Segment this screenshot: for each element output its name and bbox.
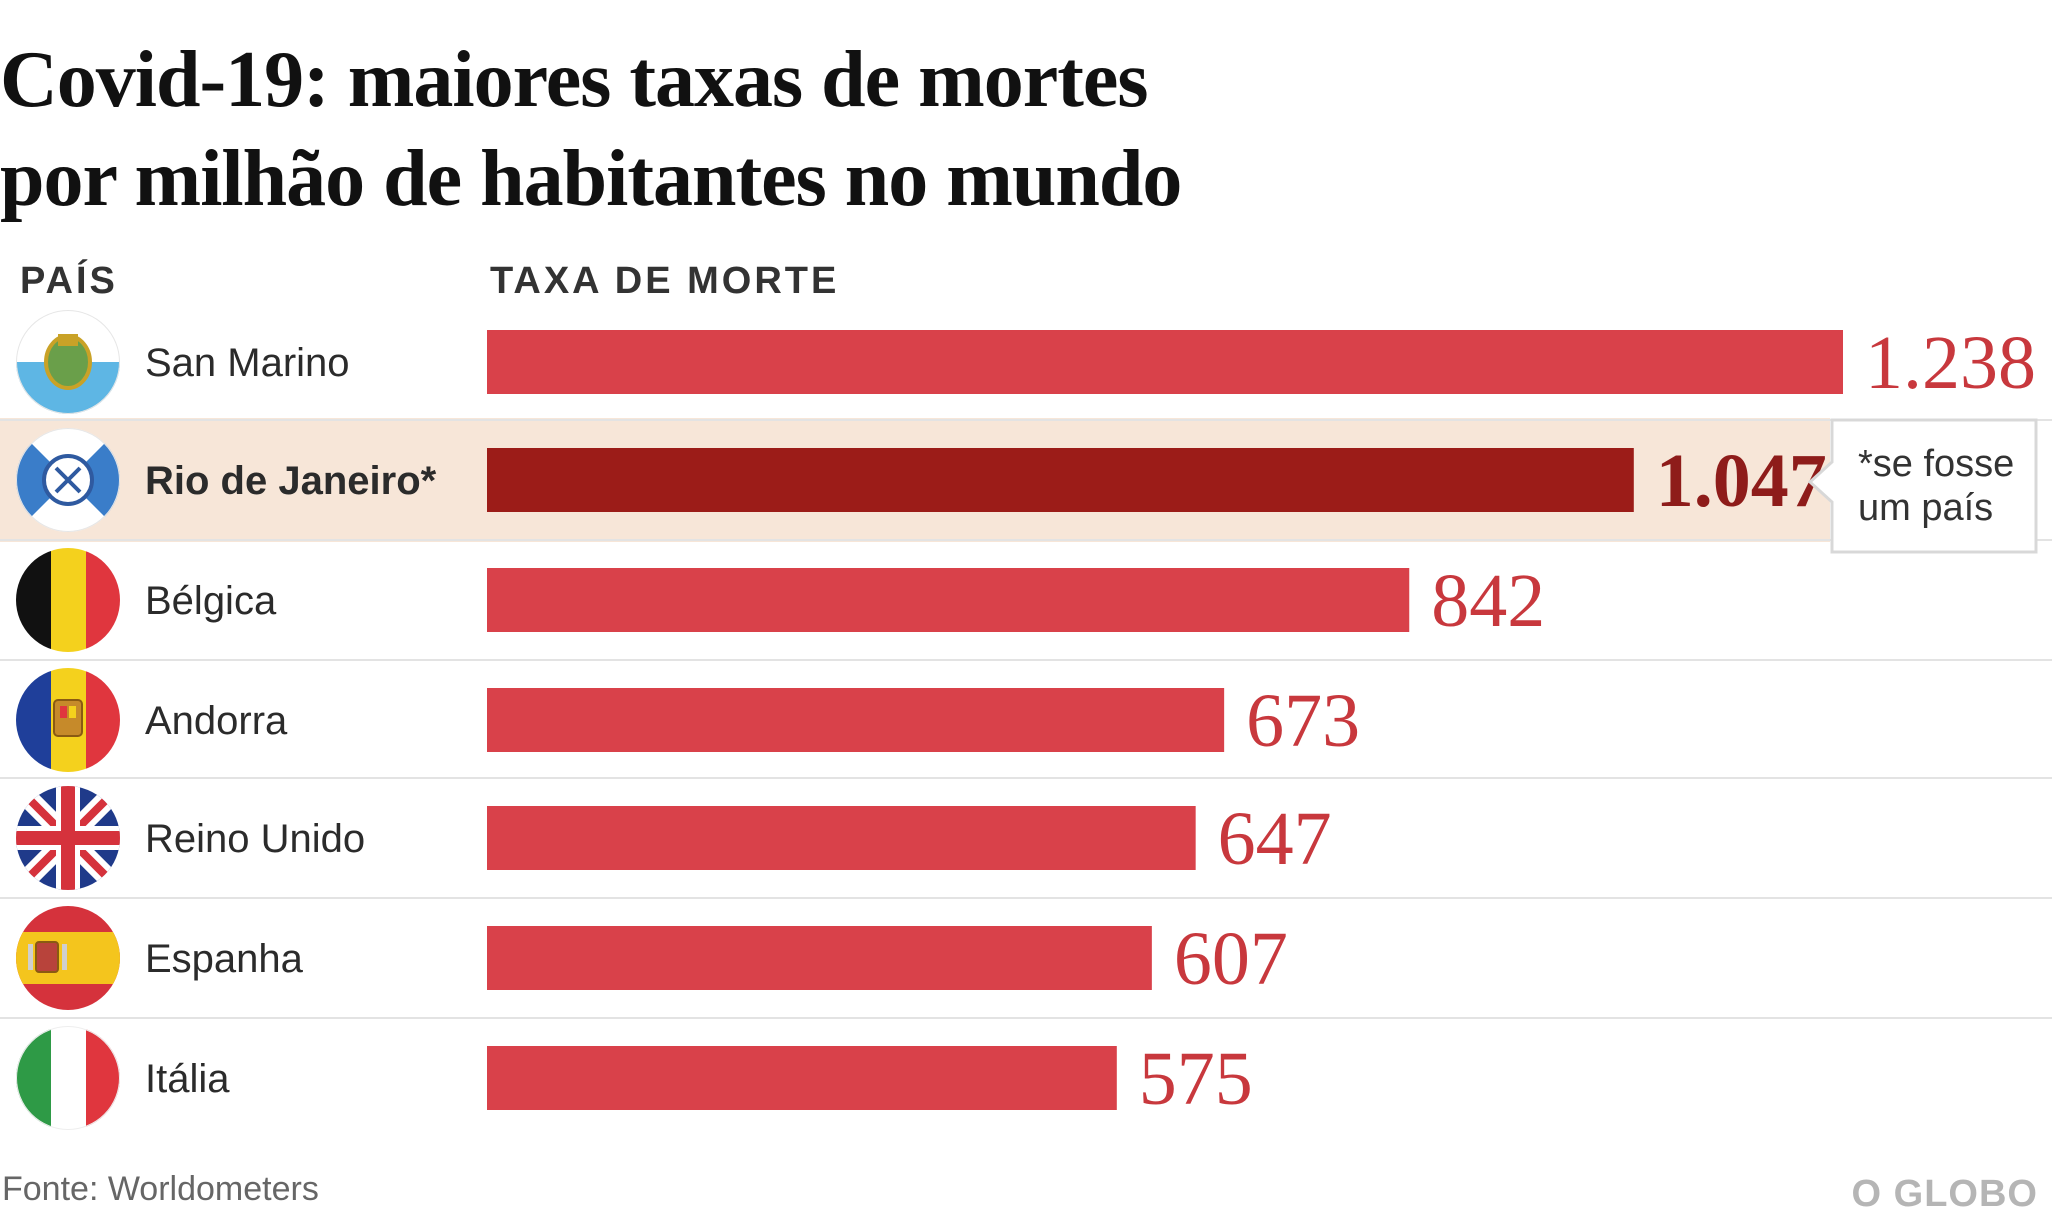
value-label: 647 bbox=[1218, 797, 1332, 881]
annotation-callout: *se fosse um país bbox=[1807, 418, 2038, 554]
country-label: Reino Unido bbox=[145, 817, 365, 861]
bar bbox=[487, 330, 1843, 394]
san-marino-flag-icon bbox=[16, 310, 120, 414]
country-label: Espanha bbox=[145, 937, 304, 981]
italy-flag-icon bbox=[16, 1026, 120, 1130]
country-label: Bélgica bbox=[145, 579, 277, 623]
value-label: 1.238 bbox=[1865, 321, 2036, 405]
uk-flag-icon bbox=[16, 786, 120, 890]
chart-title-line-1: Covid-19: maiores taxas de mortes bbox=[0, 36, 1148, 124]
value-label: 673 bbox=[1246, 679, 1360, 763]
spain-flag-icon bbox=[16, 906, 120, 1010]
bar bbox=[487, 568, 1410, 632]
value-label: 1.047 bbox=[1656, 439, 1827, 523]
column-header-country: PAÍS bbox=[20, 258, 118, 302]
bar bbox=[487, 1046, 1117, 1110]
bar bbox=[487, 448, 1634, 512]
column-header-value: TAXA DE MORTE bbox=[490, 260, 839, 302]
brand-logo: O GLOBO bbox=[1852, 1173, 2038, 1215]
annotation-line-2: um país bbox=[1858, 487, 1993, 529]
annotation-line-1: *se fosse bbox=[1858, 443, 2014, 485]
bar bbox=[487, 806, 1196, 870]
value-label: 607 bbox=[1174, 917, 1288, 1001]
rio-de-janeiro-flag-icon bbox=[16, 428, 120, 532]
country-label: Andorra bbox=[145, 699, 288, 743]
brand-text: O GLOBO bbox=[1852, 1173, 2038, 1215]
bar bbox=[487, 688, 1225, 752]
rows-layer: San Marino 1.238 Rio de Janeiro* 1.047 Bélgi… bbox=[0, 321, 2052, 1121]
chart-title-line-2: por milhão de habitantes no mundo bbox=[0, 135, 1181, 223]
value-label: 842 bbox=[1431, 559, 1545, 643]
country-label: Rio de Janeiro* bbox=[145, 459, 437, 503]
belgium-flag-icon bbox=[16, 548, 120, 652]
source-note: Fonte: Worldometers bbox=[2, 1170, 319, 1208]
value-label: 575 bbox=[1139, 1037, 1253, 1121]
bar bbox=[487, 926, 1152, 990]
andorra-flag-icon bbox=[16, 668, 120, 772]
country-label: San Marino bbox=[145, 341, 350, 385]
country-label: Itália bbox=[145, 1057, 230, 1101]
